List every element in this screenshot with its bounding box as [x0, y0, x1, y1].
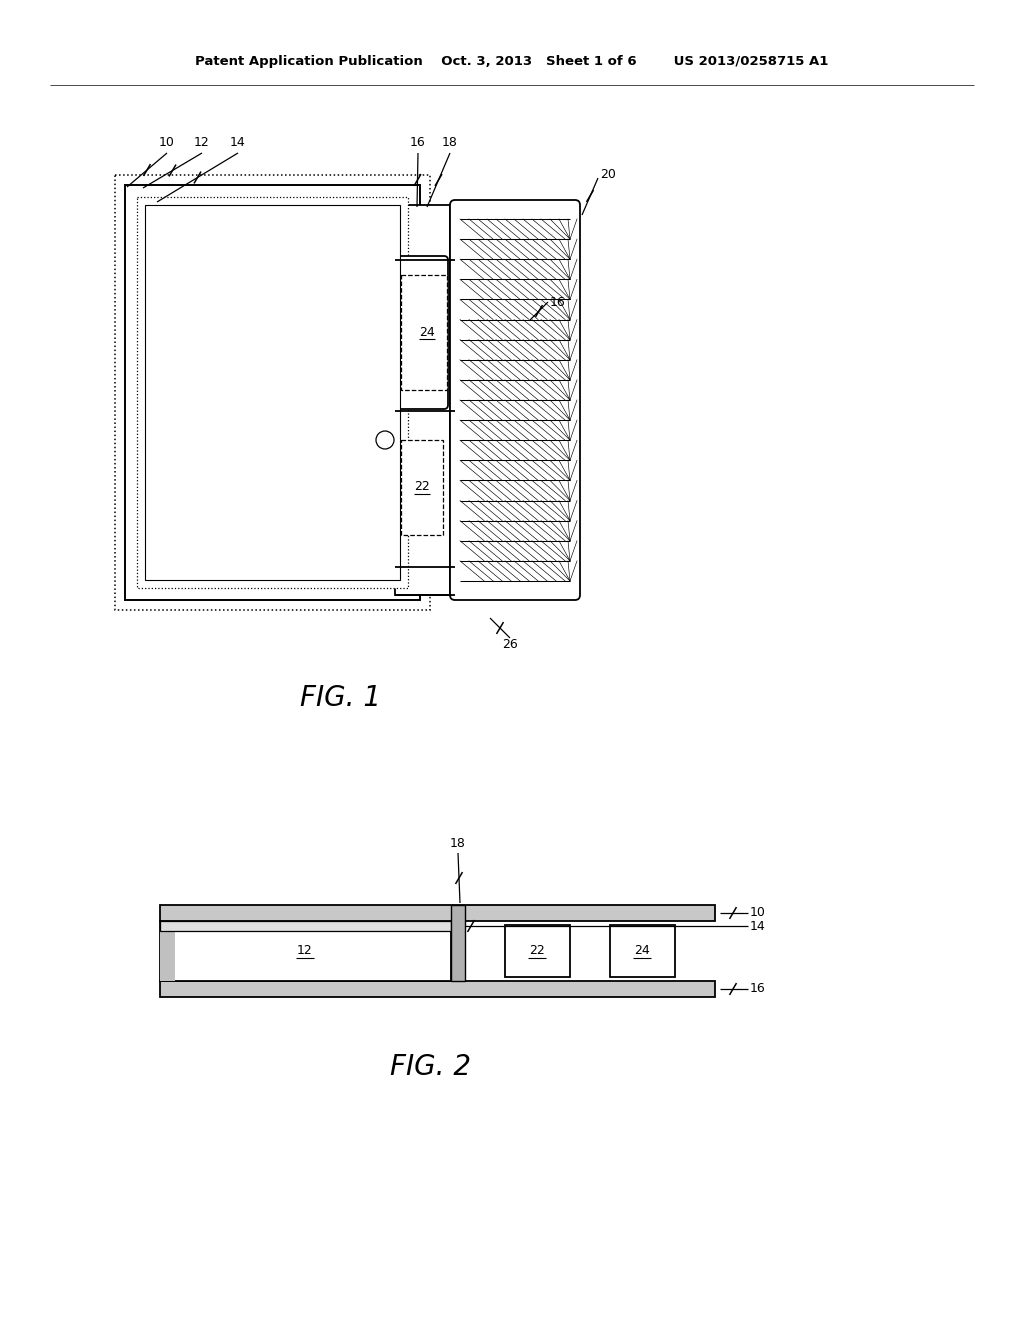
Text: 22: 22 — [414, 480, 430, 494]
Bar — [610, 925, 675, 977]
Bar — [125, 185, 420, 601]
Text: 12: 12 — [297, 945, 313, 957]
Text: 16: 16 — [750, 982, 766, 995]
Bar — [505, 925, 570, 977]
Bar — [395, 205, 450, 595]
Text: 26: 26 — [502, 638, 518, 651]
Bar — [160, 906, 715, 921]
Text: 14: 14 — [750, 920, 766, 932]
Text: 20: 20 — [600, 169, 615, 181]
Text: 14: 14 — [230, 136, 246, 149]
Bar — [160, 921, 175, 981]
Text: FIG. 2: FIG. 2 — [389, 1053, 470, 1081]
Bar — [401, 275, 447, 389]
Text: FIG. 1: FIG. 1 — [299, 684, 381, 711]
Text: 10: 10 — [159, 136, 175, 149]
Bar — [160, 981, 715, 997]
Text: 24: 24 — [634, 945, 650, 957]
FancyBboxPatch shape — [397, 256, 449, 409]
Text: 18: 18 — [442, 136, 458, 149]
Bar — [160, 921, 451, 931]
Text: 22: 22 — [529, 945, 545, 957]
Text: 24: 24 — [419, 326, 435, 338]
Bar — [401, 440, 443, 535]
Text: 10: 10 — [750, 907, 766, 920]
Bar — [145, 205, 400, 579]
FancyBboxPatch shape — [450, 201, 580, 601]
Circle shape — [376, 432, 394, 449]
Text: 16: 16 — [411, 136, 426, 149]
Bar — [160, 921, 451, 981]
Text: 18: 18 — [451, 837, 466, 850]
Bar — [451, 906, 465, 981]
Text: 12: 12 — [195, 136, 210, 149]
Bar — [137, 197, 408, 587]
Text: 16: 16 — [550, 296, 565, 309]
Bar — [115, 176, 430, 610]
Text: Patent Application Publication    Oct. 3, 2013   Sheet 1 of 6        US 2013/025: Patent Application Publication Oct. 3, 2… — [196, 55, 828, 69]
